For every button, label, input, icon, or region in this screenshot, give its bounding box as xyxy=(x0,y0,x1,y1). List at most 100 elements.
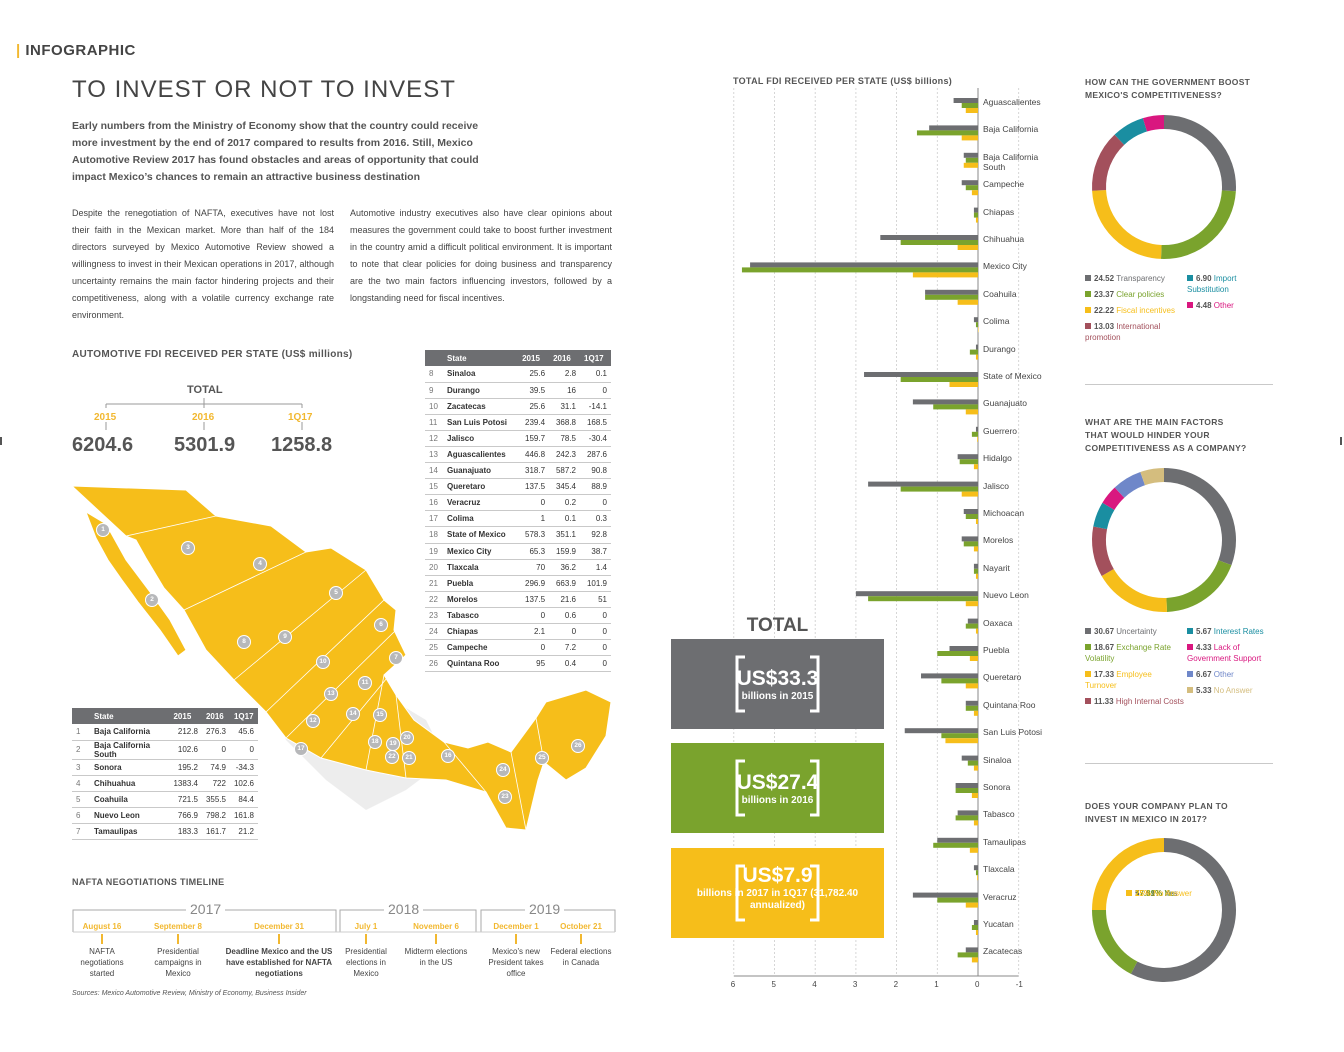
timeline-event-text: Federal elections in Canada xyxy=(550,947,612,967)
legend-item: 6.90 Import Substitution xyxy=(1187,273,1277,295)
map-pin: 17 xyxy=(294,742,308,756)
state-name: Nuevo Leon xyxy=(90,807,170,824)
value-2016: 74.9 xyxy=(201,759,230,776)
timeline-event-text: Mexico's new President takes office xyxy=(488,947,544,978)
donut-question-line: DOES YOUR COMPANY PLAN TO xyxy=(1085,801,1228,811)
total-box-value: US$33.3 xyxy=(736,667,819,690)
fdi-bar xyxy=(963,509,978,514)
timeline-tick xyxy=(515,934,517,944)
fdi-bar xyxy=(933,842,978,848)
col-header-2016: 2016 xyxy=(201,708,230,724)
total-box-brackets xyxy=(735,864,820,922)
legend-value: 24.52 xyxy=(1094,274,1117,283)
legend-swatch xyxy=(1085,323,1091,329)
value-2016: 0 xyxy=(549,623,581,641)
map-pin: 13 xyxy=(324,687,338,701)
donut-slice xyxy=(1114,118,1148,146)
fdi-bar xyxy=(967,618,978,624)
value-2016: 798.2 xyxy=(201,807,230,824)
state-name: Colima xyxy=(443,510,519,528)
auto-fdi-year-2015: 2015 xyxy=(94,412,117,423)
fdi-bar xyxy=(900,486,978,492)
fdi-bar xyxy=(955,815,978,821)
table-row: 16 Veracruz 0 0.2 0 xyxy=(425,494,611,512)
state-number: 20 xyxy=(425,559,443,576)
value-1q17: -30.4 xyxy=(580,430,611,447)
legend-swatch xyxy=(1187,275,1193,281)
state-name: Chiapas xyxy=(443,623,519,641)
legend-item: 5.67 Interest Rates xyxy=(1187,626,1277,637)
col-header-state: State xyxy=(443,350,519,366)
legend-label: Other xyxy=(1213,670,1234,679)
state-number: 23 xyxy=(425,607,443,625)
fdi-state-label: Quintana Roo xyxy=(983,699,1036,710)
state-number: 21 xyxy=(425,575,443,592)
legend-label: Transparency xyxy=(1116,274,1165,283)
donut-slice xyxy=(1093,502,1115,530)
fdi-bar xyxy=(965,157,978,163)
state-number: 5 xyxy=(72,791,90,808)
auto-fdi-total-2015: 6204.6 xyxy=(72,434,134,456)
table-row: 17 Colima 1 0.1 0.3 xyxy=(425,510,611,528)
value-2015: 70 xyxy=(518,559,550,576)
donut-question-line: INVEST IN MEXICO IN 2017? xyxy=(1085,814,1208,824)
donut-slice xyxy=(1092,526,1114,576)
timeline-tick xyxy=(177,934,179,944)
map-pin: 12 xyxy=(306,714,320,728)
map-mexico-shape xyxy=(70,485,612,831)
legend-label: High Internal Costs xyxy=(1115,697,1184,706)
map-pin: 2 xyxy=(145,593,159,607)
fdi-bar xyxy=(900,240,978,245)
fdi-bar xyxy=(868,481,978,487)
donut-legend-right: 5.67 Interest Rates 4.33 Lack of Governme… xyxy=(1187,626,1277,701)
fdi-bar xyxy=(925,289,978,295)
state-number: 26 xyxy=(425,655,443,673)
total-box-content: US$27.4 billions in 2016 xyxy=(691,771,864,807)
fdi-bar xyxy=(912,399,978,405)
state-number: 2 xyxy=(72,740,90,760)
value-2015: 318.7 xyxy=(518,462,550,480)
value-1q17: -14.1 xyxy=(580,398,611,415)
legend-label: International promotion xyxy=(1085,322,1161,342)
state-name: Zacatecas xyxy=(443,398,519,415)
state-name: Morelos xyxy=(443,591,519,608)
total-box-caption: billions in 2016 xyxy=(741,795,814,806)
map-pin: 21 xyxy=(402,751,416,765)
timeline-event-text: Deadline Mexico and the US have establis… xyxy=(225,947,333,978)
fdi-bar xyxy=(975,628,978,634)
fdi-state-label: Mexico City xyxy=(983,261,1027,272)
fdi-bar xyxy=(975,519,978,524)
value-2015: 239.4 xyxy=(518,414,550,431)
state-name: State of Mexico xyxy=(443,526,519,544)
map-pin: 4 xyxy=(253,557,267,571)
table-row: 13 Aguascalientes 446.8 242.3 287.6 xyxy=(425,446,611,464)
map-pin: 15 xyxy=(373,708,387,722)
state-name: Tamaulipas xyxy=(90,823,170,841)
value-2015: 1383.4 xyxy=(169,775,202,792)
state-number: 19 xyxy=(425,543,443,560)
map-pin: 26 xyxy=(571,739,585,753)
table-row: 4 Chihuahua 1383.4 722 102.6 xyxy=(72,775,258,792)
fdi-bar xyxy=(973,546,978,552)
legend-label: Exchange Rate Volatility xyxy=(1085,643,1171,663)
value-2015: 137.5 xyxy=(518,591,550,608)
fdi-bar xyxy=(965,185,978,191)
fdi-bar xyxy=(921,673,978,679)
fdi-bar xyxy=(971,793,978,798)
table-row: 7 Tamaulipas 183.3 161.7 21.2 xyxy=(72,823,258,841)
state-name: Durango xyxy=(443,382,519,399)
fdi-bar xyxy=(741,267,978,273)
value-2016: 2.8 xyxy=(549,366,581,383)
fdi-state-label: State of Mexico xyxy=(983,371,1042,381)
timeline-event-text: Presidential elections in Mexico xyxy=(345,947,387,978)
value-1q17: 287.6 xyxy=(580,446,611,464)
fdi-bar xyxy=(975,426,978,432)
timeline-tick xyxy=(435,934,437,944)
table-row: 18 State of Mexico 578.3 351.1 92.8 xyxy=(425,526,611,544)
state-name: Quintana Roo xyxy=(443,655,519,673)
fdi-state-label: Queretaro xyxy=(983,672,1022,683)
fdi-tick-label: 3 xyxy=(852,980,858,989)
fdi-bar xyxy=(969,847,978,853)
value-1q17: 45.6 xyxy=(229,724,258,741)
value-1q17: 0 xyxy=(580,639,611,657)
